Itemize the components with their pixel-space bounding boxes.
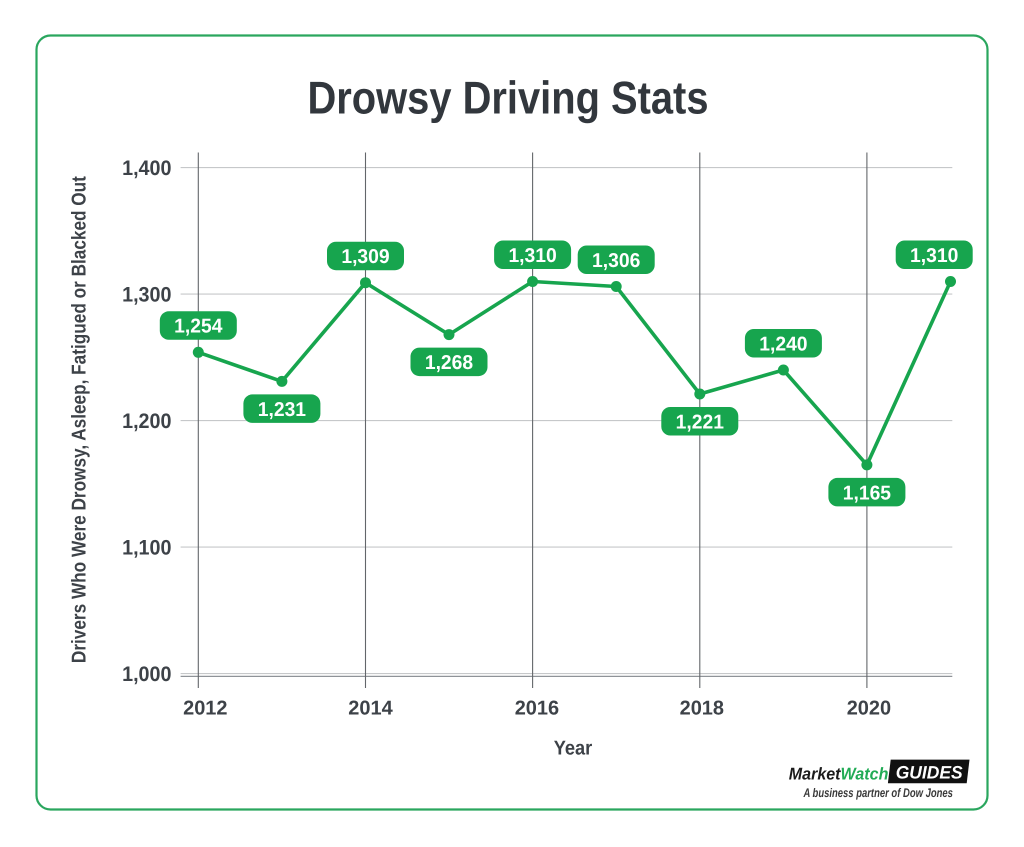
svg-text:2018: 2018: [680, 697, 724, 719]
svg-text:1,268: 1,268: [425, 352, 473, 374]
svg-text:2016: 2016: [515, 697, 559, 719]
svg-text:2020: 2020: [847, 697, 891, 719]
svg-text:Year: Year: [554, 738, 593, 760]
svg-text:A business partner of Dow Jone: A business partner of Dow Jones: [803, 786, 953, 800]
svg-text:GUIDES: GUIDES: [896, 763, 963, 783]
svg-text:MarketWatch: MarketWatch: [789, 764, 889, 783]
svg-text:1,165: 1,165: [843, 482, 891, 504]
svg-text:1,300: 1,300: [122, 284, 171, 307]
svg-text:1,310: 1,310: [910, 245, 958, 267]
svg-text:1,100: 1,100: [122, 537, 171, 560]
svg-text:1,221: 1,221: [676, 411, 724, 433]
svg-text:1,200: 1,200: [122, 410, 171, 433]
svg-text:1,254: 1,254: [174, 316, 223, 338]
svg-text:1,309: 1,309: [341, 246, 389, 268]
svg-text:1,240: 1,240: [759, 333, 807, 355]
svg-text:2014: 2014: [348, 697, 393, 719]
svg-text:1,306: 1,306: [592, 250, 640, 272]
svg-text:1,310: 1,310: [508, 245, 556, 267]
svg-text:1,000: 1,000: [122, 663, 171, 686]
svg-text:Drivers Who Were Drowsy, Aslee: Drivers Who Were Drowsy, Asleep, Fatigue…: [69, 176, 91, 663]
svg-text:Drowsy Driving Stats: Drowsy Driving Stats: [308, 72, 709, 124]
svg-text:2012: 2012: [183, 697, 227, 719]
svg-text:1,400: 1,400: [122, 157, 171, 180]
svg-text:1,231: 1,231: [258, 399, 306, 421]
